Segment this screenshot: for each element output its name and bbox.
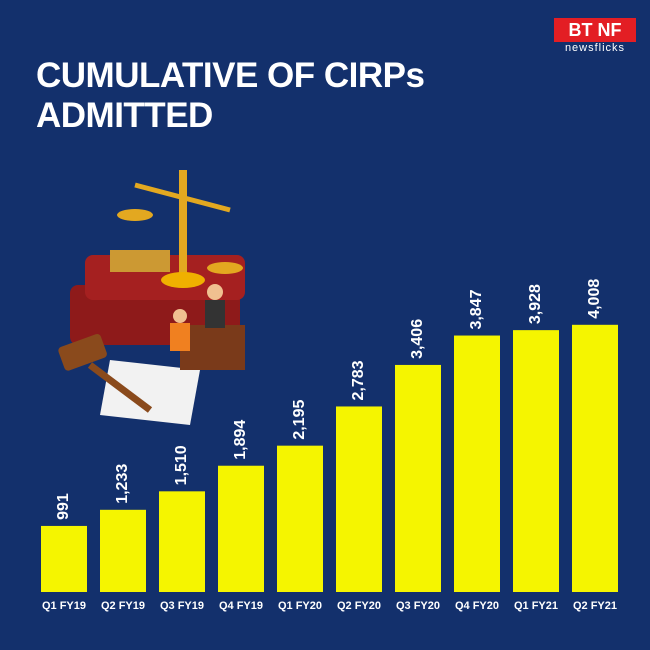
value-label: 2,783	[350, 360, 367, 400]
value-label: 1,233	[114, 464, 131, 504]
value-label: 3,406	[409, 319, 426, 359]
logo-mark: BT NF	[554, 18, 636, 42]
value-label: 991	[55, 493, 72, 520]
value-label: 2,195	[291, 400, 308, 440]
value-label: 1,510	[173, 445, 190, 485]
logo-tagline: newsflicks	[564, 42, 626, 54]
x-tick-label: Q2 FY19	[101, 600, 145, 612]
bar	[159, 491, 205, 592]
bar	[218, 465, 264, 592]
x-tick-label: Q1 FY21	[514, 600, 558, 612]
bar	[100, 509, 146, 592]
illustration	[58, 170, 245, 425]
bar	[513, 330, 559, 592]
bar	[336, 406, 382, 592]
logo: BT NF newsflicks	[554, 18, 636, 54]
x-tick-label: Q3 FY20	[396, 600, 440, 612]
x-tick-label: Q1 FY20	[278, 600, 322, 612]
value-label: 3,928	[527, 284, 544, 324]
x-tick-label: Q4 FY19	[219, 600, 263, 612]
chart-title: CUMULATIVE OF CIRPs ADMITTED	[36, 56, 425, 135]
value-label: 4,008	[586, 279, 603, 319]
x-tick-label: Q4 FY20	[455, 600, 499, 612]
bar	[395, 364, 441, 592]
bar	[572, 324, 618, 592]
value-label: 1,894	[232, 420, 249, 460]
x-tick-label: Q2 FY21	[573, 600, 617, 612]
x-tick-label: Q3 FY19	[160, 600, 204, 612]
bar	[454, 335, 500, 592]
x-tick-label: Q2 FY20	[337, 600, 381, 612]
bar	[277, 445, 323, 592]
value-label: 3,847	[468, 289, 485, 329]
bar	[41, 525, 87, 592]
x-tick-label: Q1 FY19	[42, 600, 86, 612]
